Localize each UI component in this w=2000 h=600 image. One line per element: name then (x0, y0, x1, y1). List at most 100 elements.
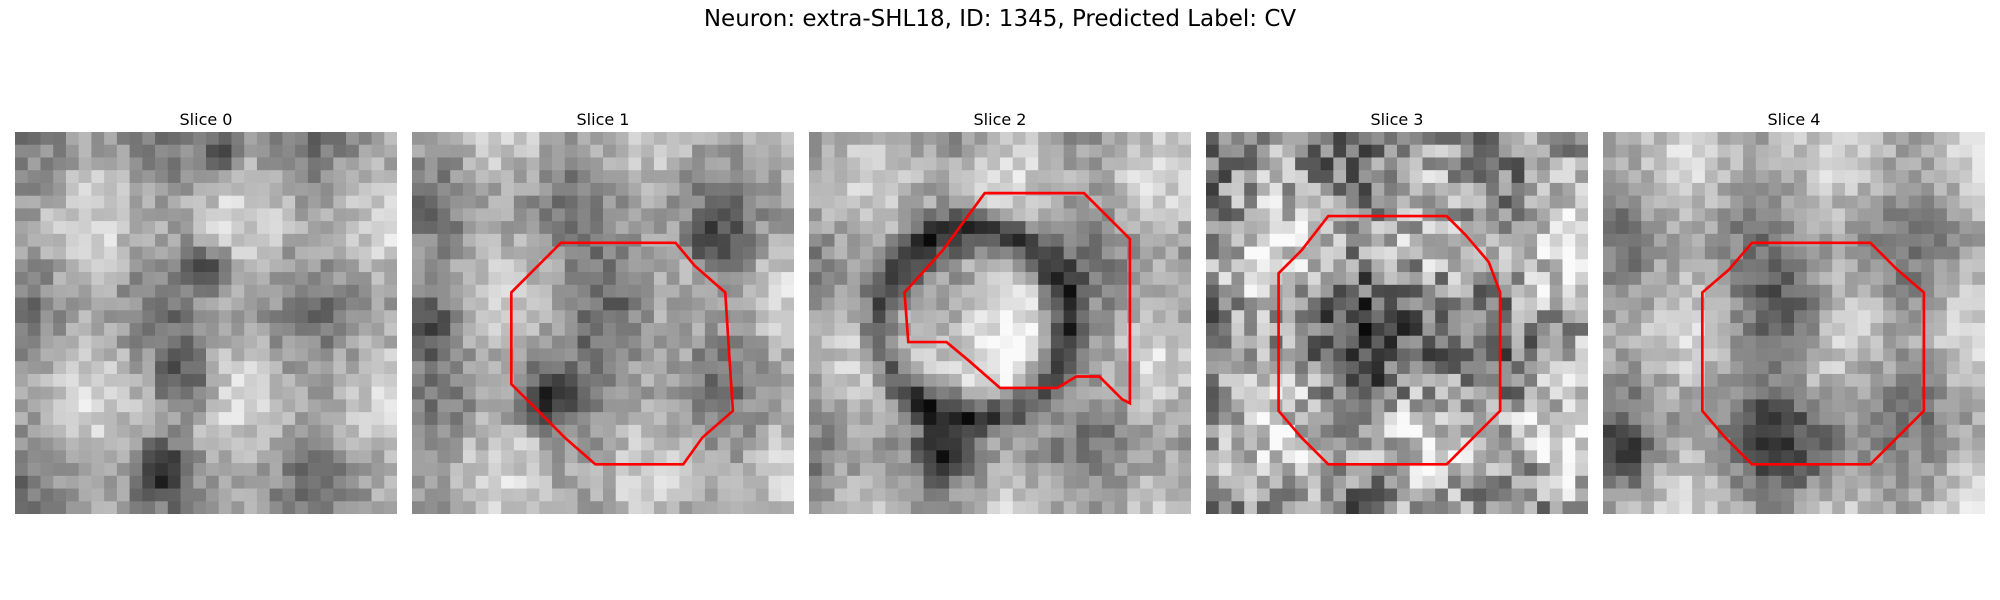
pixel (1883, 412, 1897, 426)
pixel (1460, 208, 1474, 222)
pixel (269, 501, 283, 514)
pixel (1076, 208, 1090, 222)
pixel (1511, 488, 1525, 502)
pixel (1704, 310, 1718, 324)
pixel (1666, 272, 1680, 286)
pixel (1371, 424, 1385, 438)
pixel (231, 157, 245, 171)
pixel (1537, 284, 1551, 298)
pixel (552, 335, 566, 349)
pixel (809, 284, 823, 298)
pixel (692, 246, 706, 260)
pixel (564, 144, 578, 158)
pixel (1870, 259, 1884, 273)
pixel (358, 132, 372, 146)
pixel (949, 195, 963, 209)
pixel (1959, 450, 1973, 464)
pixel (1384, 182, 1398, 197)
pixel (1320, 348, 1334, 362)
pixel (859, 450, 874, 464)
pixel (1320, 475, 1334, 489)
pixel (1895, 386, 1909, 400)
pixel (167, 463, 181, 477)
pixel (256, 361, 271, 375)
pixel (412, 284, 426, 298)
pixel (1730, 373, 1744, 388)
pixel (1844, 348, 1859, 362)
pixel (412, 157, 426, 171)
pixel (1537, 246, 1551, 260)
pixel (1165, 450, 1179, 464)
pixel (1844, 233, 1859, 247)
pixel (704, 170, 718, 184)
pixel (1435, 373, 1449, 388)
pixel (1165, 386, 1179, 400)
pixel (307, 361, 321, 375)
pixel (539, 463, 553, 477)
pixel (1282, 246, 1296, 260)
pixel (1269, 373, 1283, 388)
pixel (809, 272, 823, 286)
pixel (1857, 437, 1871, 451)
pixel (1269, 475, 1283, 489)
pixel (910, 297, 924, 311)
pixel (961, 272, 975, 286)
pixel (1603, 259, 1617, 273)
pixel (590, 463, 604, 477)
pixel (910, 144, 924, 158)
pixel (1575, 450, 1588, 464)
pixel (1717, 195, 1731, 209)
pixel (603, 463, 617, 477)
pixel (603, 157, 617, 171)
pixel (1498, 208, 1512, 222)
pixel (1768, 399, 1782, 413)
pixel (564, 208, 578, 222)
pixel (1447, 144, 1462, 158)
pixel (1333, 310, 1347, 324)
pixel (513, 424, 527, 438)
pixel (1076, 195, 1090, 209)
pixel (821, 437, 835, 451)
pixel (1883, 463, 1897, 477)
pixel (1295, 195, 1309, 209)
pixel (1562, 144, 1576, 158)
pixel (269, 361, 283, 375)
pixel (1409, 373, 1423, 388)
pixel (501, 157, 515, 171)
pixel (1409, 132, 1423, 146)
pixel (809, 323, 823, 337)
pixel (936, 221, 950, 235)
pixel (256, 144, 271, 158)
pixel (679, 259, 693, 273)
pixel (1409, 157, 1423, 171)
pixel (1717, 463, 1731, 477)
pixel (717, 259, 731, 273)
pixel (1819, 233, 1833, 247)
pixel (129, 272, 143, 286)
pixel (180, 144, 194, 158)
pixel (282, 144, 296, 158)
pixel (539, 501, 553, 514)
pixel (1282, 386, 1296, 400)
pixel (704, 348, 718, 362)
pixel (1307, 412, 1321, 426)
pixel (974, 450, 988, 464)
pixel (809, 361, 823, 375)
pixel (847, 424, 861, 438)
pixel (1692, 233, 1706, 247)
pixel (1755, 246, 1769, 260)
pixel (104, 297, 118, 311)
pixel (1307, 348, 1321, 362)
pixel (704, 297, 718, 311)
pixel (1269, 246, 1283, 260)
pixel (872, 170, 886, 184)
pixel (1562, 272, 1576, 286)
pixel (834, 450, 848, 464)
pixel (949, 323, 963, 337)
pixel (1946, 488, 1960, 502)
pixel (1819, 297, 1833, 311)
pixel (872, 437, 886, 451)
pixel (1959, 348, 1973, 362)
pixel (834, 488, 848, 502)
pixel (1781, 437, 1795, 451)
